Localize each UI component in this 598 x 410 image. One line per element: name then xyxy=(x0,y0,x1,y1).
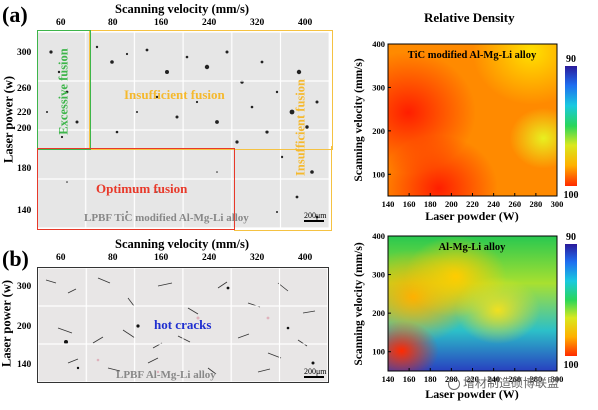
x-tick-label: 200 xyxy=(445,199,458,209)
x-axis-title: Laser powder (W) xyxy=(425,209,519,223)
y-ticks: 100 200 300 400 xyxy=(372,39,391,179)
panel-b-x-tick: 80 xyxy=(108,253,118,263)
panel-a-caption: LPBF TiC modified Al-Mg-Li alloy xyxy=(84,212,249,224)
x-tick-label: 180 xyxy=(424,374,437,384)
x-ticks: 140 160 180 200 220 240 260 280 300 xyxy=(382,193,564,209)
x-tick-label: 240 xyxy=(487,199,500,209)
panel-a-micrographs xyxy=(37,32,329,228)
panel-b-caption: LPBF Al-Mg-Li alloy xyxy=(116,369,216,381)
panel-b-x-tick: 320 xyxy=(250,253,265,263)
density-map-tic: TiC modified Al-Mg-Li alloy 140 160 180 200… xyxy=(353,39,579,223)
relative-density-header: Relative Density xyxy=(424,10,515,25)
insufficient-fusion-label-vertical: Insufficient fusion xyxy=(293,79,308,176)
panel-b-scale-bar: 200μm xyxy=(304,367,327,378)
panel-b-y-tick: 300 xyxy=(17,282,32,292)
scale-bar-text: 200μm xyxy=(304,211,327,220)
panel-a-y-tick: 180 xyxy=(17,164,32,174)
x-tick-label: 260 xyxy=(508,199,521,209)
panel-a-x-tick: 240 xyxy=(202,18,217,28)
y-ticks: 100 200 300 400 xyxy=(372,231,391,357)
colorbar xyxy=(565,244,577,356)
x-tick-label: 280 xyxy=(530,199,543,209)
density-map-almgli: Al-Mg-Li alloy 140 160 180 200 220 240 260 280 3… xyxy=(353,231,579,401)
panel-a-label: (a) xyxy=(2,2,28,27)
panel-b-x-tick: 60 xyxy=(56,253,66,263)
panel-a-x-tick: 160 xyxy=(154,18,169,28)
x-tick-label: 140 xyxy=(382,199,395,209)
panel-a-x-tick: 60 xyxy=(56,18,66,28)
panel-b-y-tick: 140 xyxy=(17,360,32,370)
x-tick-label: 240 xyxy=(487,374,500,384)
panel-a-y-tick: 220 xyxy=(17,108,32,118)
panel-a-x-tick: 320 xyxy=(250,18,265,28)
y-tick-label: 300 xyxy=(372,270,385,280)
y-axis-title: Scanning velocity (mm/s) xyxy=(353,58,365,181)
insufficient-fusion-box-right xyxy=(234,146,332,231)
scale-bar-line xyxy=(304,220,324,222)
panel-b-micrographs xyxy=(38,268,328,382)
optimum-fusion-label: Optimum fusion xyxy=(96,181,188,196)
map-title: TiC modified Al-Mg-Li alloy xyxy=(408,50,537,61)
panel-b-label: (b) xyxy=(2,246,29,271)
panel-a-x-title: Scanning velocity (mm/s) xyxy=(115,2,250,16)
panel-b-micrograph-grid xyxy=(37,267,329,383)
watermark: 增材制造硕博联盟 xyxy=(448,374,559,391)
panel-b-x-tick: 160 xyxy=(154,253,169,263)
y-tick-label: 400 xyxy=(372,231,385,241)
colorbar-min: 100 xyxy=(564,360,579,371)
y-tick-label: 300 xyxy=(372,82,385,92)
y-tick-label: 100 xyxy=(372,169,385,179)
colorbar-min: 100 xyxy=(564,190,579,201)
panel-a-y-tick: 260 xyxy=(17,84,32,94)
y-tick-label: 200 xyxy=(372,126,385,136)
scale-bar-text: 200μm xyxy=(304,367,327,376)
panel-b-y-tick: 200 xyxy=(17,322,32,332)
x-tick-label: 300 xyxy=(551,374,564,384)
y-tick-label: 100 xyxy=(372,347,385,357)
watermark-text: 增材制造硕博联盟 xyxy=(463,376,560,390)
colorbar-max: 90 xyxy=(566,232,576,243)
panel-b-x-tick: 400 xyxy=(298,253,313,263)
panel-a-y-tick: 300 xyxy=(17,48,32,58)
x-tick-label: 280 xyxy=(530,374,543,384)
map-title: Al-Mg-Li alloy xyxy=(439,242,507,253)
insufficient-fusion-box xyxy=(89,30,333,150)
panel-a-x-tick: 80 xyxy=(108,18,118,28)
watermark-icon xyxy=(448,377,460,390)
panel-a-y-tick: 200 xyxy=(17,124,32,134)
scale-bar-line xyxy=(304,376,324,378)
x-tick-label: 140 xyxy=(382,374,395,384)
x-tick-label: 260 xyxy=(508,374,521,384)
insufficient-fusion-label: Insufficient fusion xyxy=(124,87,225,102)
hot-cracks-label: hot cracks xyxy=(154,317,212,332)
x-tick-label: 220 xyxy=(466,199,479,209)
y-axis-title: Scanning velocity (mm/s) xyxy=(353,242,365,365)
x-tick-label: 180 xyxy=(424,199,437,209)
panel-b-x-title: Scanning velocity (mm/s) xyxy=(115,237,250,251)
panel-a-micrograph-grid xyxy=(37,32,329,228)
y-tick-label: 200 xyxy=(372,308,385,318)
excessive-fusion-label: Excessive fusion xyxy=(56,48,71,135)
x-tick-label: 160 xyxy=(403,199,416,209)
colorbar-max: 90 xyxy=(566,54,576,65)
x-tick-label: 220 xyxy=(466,374,479,384)
panel-a-y-tick: 140 xyxy=(17,206,32,216)
panel-b-x-tick: 240 xyxy=(202,253,217,263)
panel-a-y-title: Laser power (w) xyxy=(1,75,16,164)
panel-a-x-tick: 400 xyxy=(298,18,313,28)
y-tick-label: 400 xyxy=(372,39,385,49)
x-tick-label: 160 xyxy=(403,374,416,384)
optimum-fusion-box xyxy=(37,148,235,230)
excessive-fusion-box xyxy=(37,30,91,150)
x-tick-label: 300 xyxy=(551,199,564,209)
x-axis-title: Laser powder (W) xyxy=(425,387,519,401)
panel-a-scale-bar: 200μm xyxy=(304,211,327,222)
panel-b-y-title: Laser power (w) xyxy=(0,279,14,368)
colorbar xyxy=(565,66,577,186)
